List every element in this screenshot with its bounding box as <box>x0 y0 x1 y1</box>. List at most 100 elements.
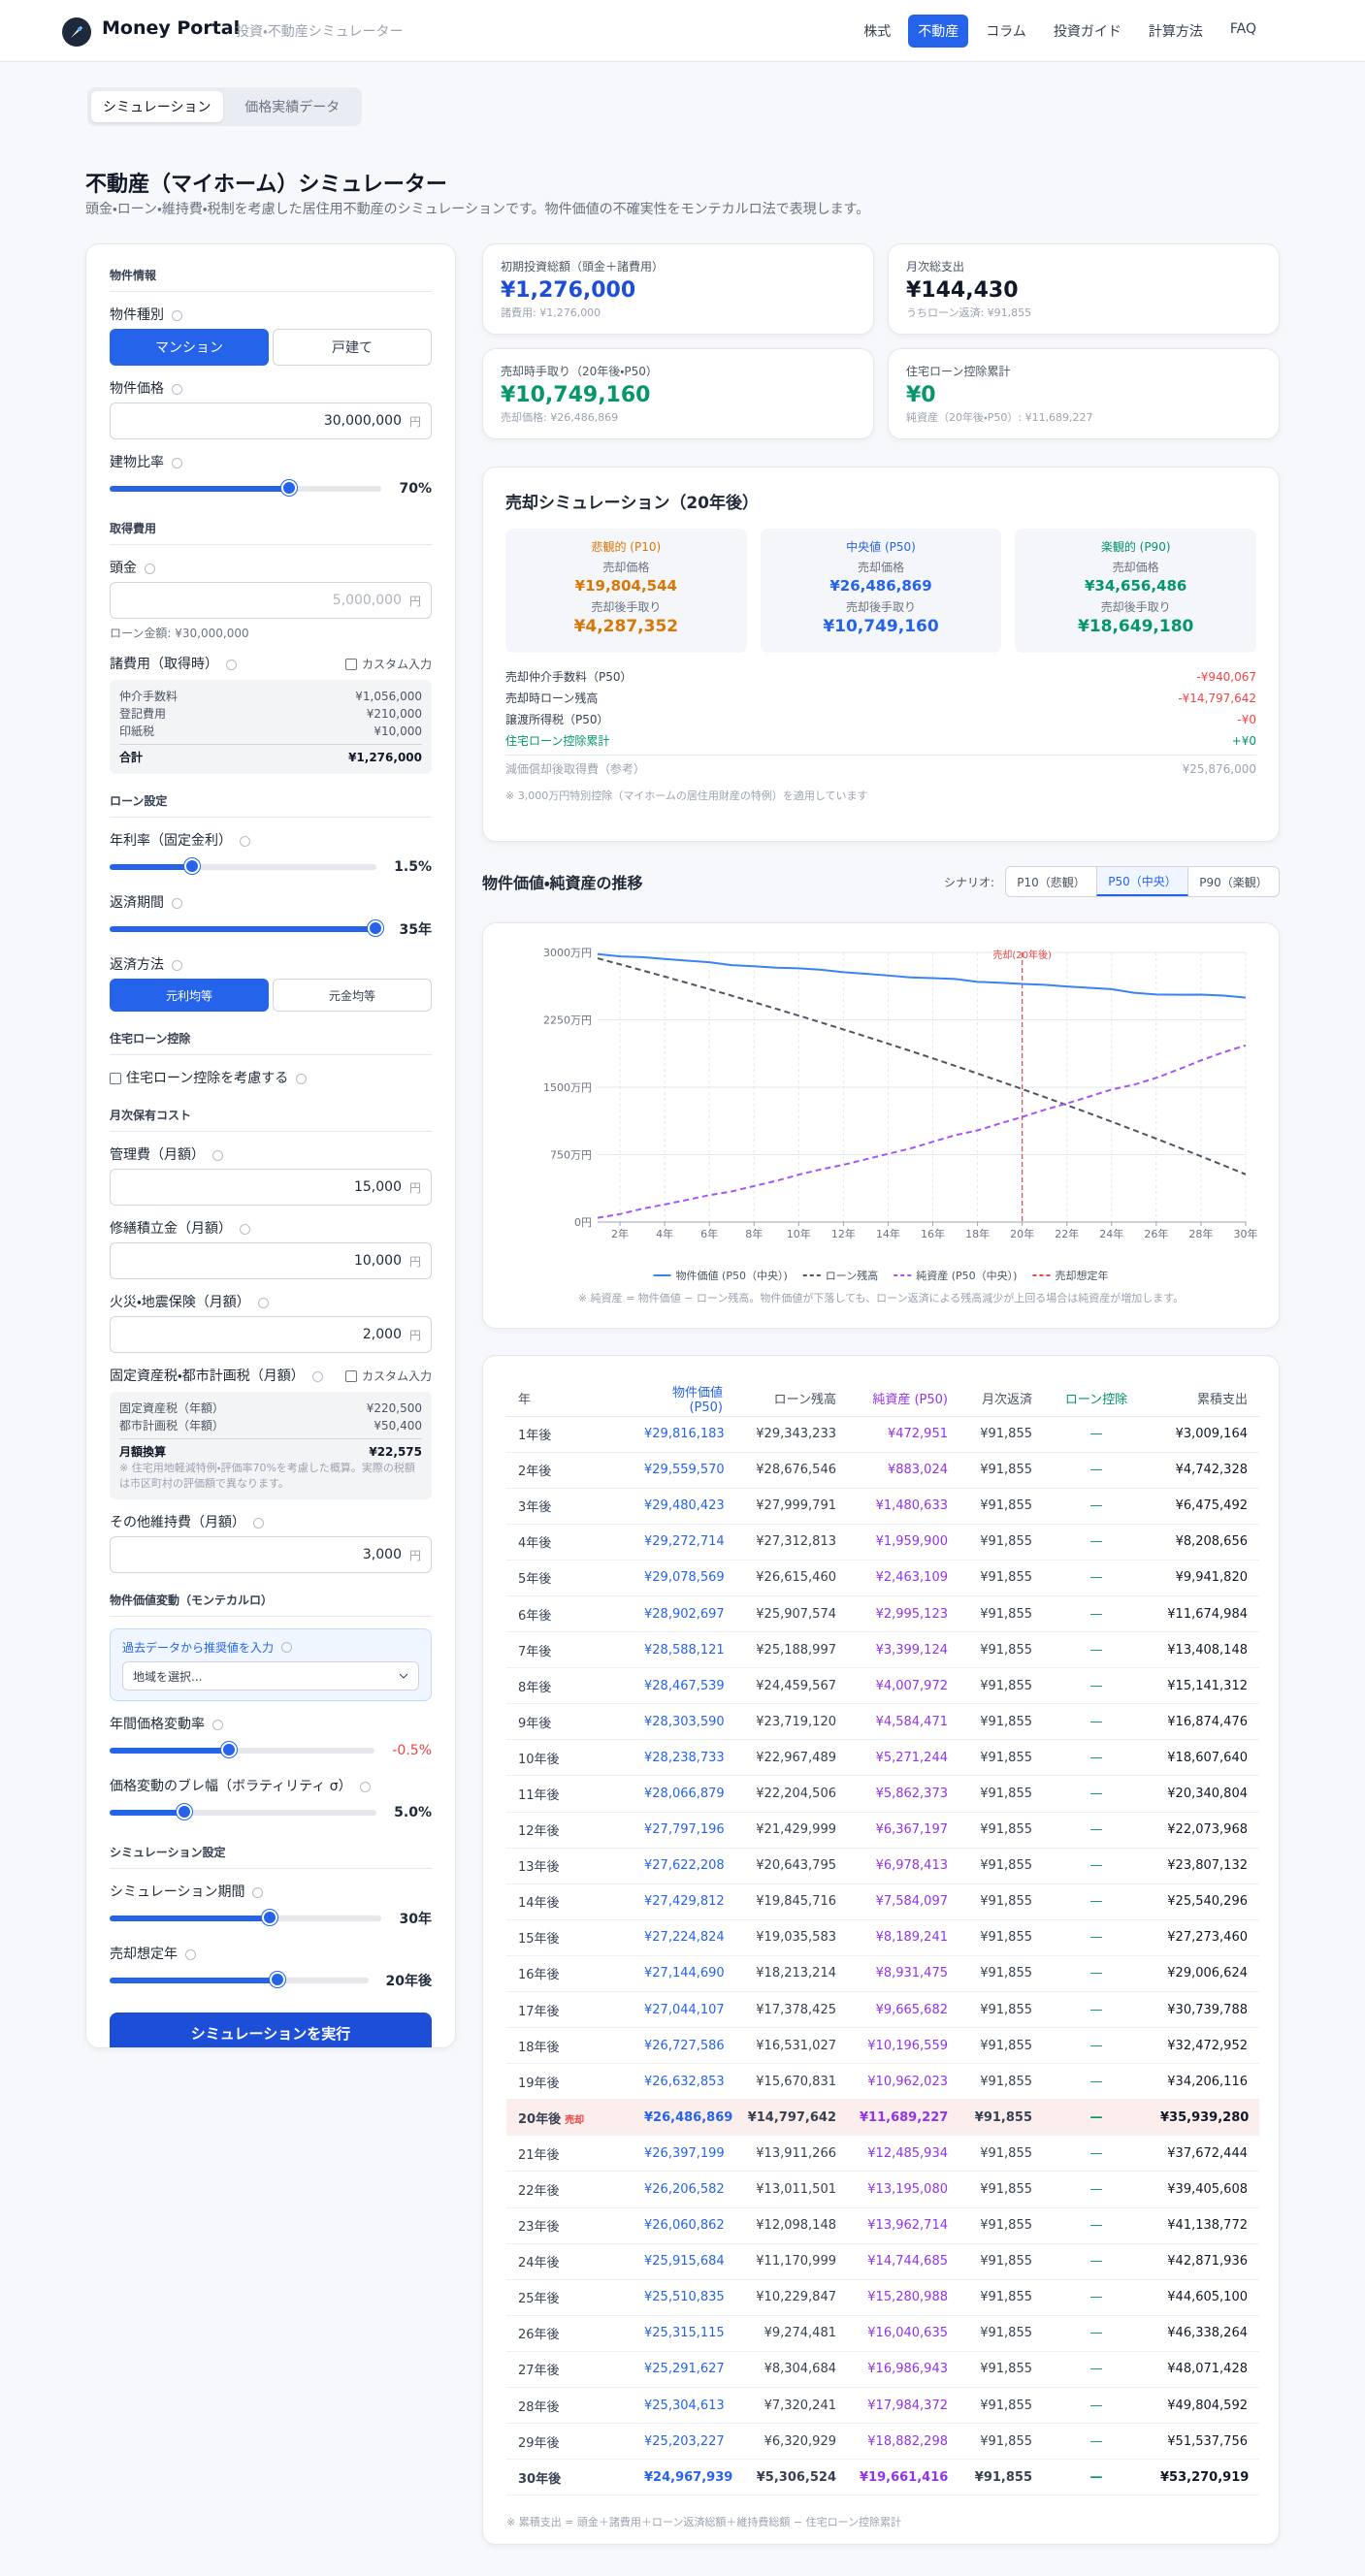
cell-text: ¥18,882,298 <box>867 2433 948 2449</box>
nav-link[interactable]: 計算方法 <box>1148 24 1203 40</box>
table-cell: ¥15,141,312 <box>1149 1667 1259 1705</box>
table-cell: ¥8,931,475 <box>848 1955 959 1993</box>
text-input[interactable]: 30,000,000 円 <box>110 402 432 439</box>
cell-text: — <box>1089 1894 1103 1910</box>
table-row: 5年後 ¥29,078,569 ¥26,615,460 ¥2,463,109 ¥91,8… <box>506 1560 1259 1596</box>
cell-text: ¥28,588,121 <box>644 1642 725 1658</box>
table-cell: ¥8,304,684 <box>734 2351 848 2389</box>
table-cell: 13年後 <box>506 1848 633 1884</box>
scenario-button[interactable]: P90（楽観） <box>1199 875 1268 889</box>
table-row: 23年後 ¥26,060,862 ¥12,098,148 ¥13,962,714 ¥91… <box>506 2207 1259 2244</box>
table-cell: ¥24,967,939 <box>633 2459 734 2496</box>
tab[interactable]: シミュレーション <box>91 91 223 122</box>
track[interactable] <box>110 1972 369 1987</box>
table-cell: ¥7,320,241 <box>734 2387 848 2425</box>
sale-row-value: -¥0 <box>1237 713 1256 726</box>
section-title: 月次保有コスト <box>110 1108 432 1132</box>
text-input[interactable]: 2,000 円 <box>110 1316 432 1353</box>
cell-text: ¥4,007,972 <box>875 1678 948 1693</box>
track[interactable] <box>110 1742 375 1757</box>
x-tick-label: 26年 <box>1144 1227 1168 1240</box>
nav-link[interactable]: 不動産 <box>908 15 969 48</box>
table-row: 18年後 ¥26,727,586 ¥16,531,027 ¥10,196,559 ¥91… <box>506 2027 1259 2065</box>
slider-row: 70% <box>110 476 432 501</box>
cell-text: ¥8,189,241 <box>875 1930 948 1946</box>
span: 30,000,000 <box>323 413 402 429</box>
option-button[interactable]: マンション <box>110 329 269 366</box>
cell-text: ¥28,066,879 <box>644 1786 725 1801</box>
sale-note: ※ 3,000万円特別控除（マイホームの居住用財産の特例）を適用しています <box>505 789 868 802</box>
table-cell: ¥28,467,539 <box>633 1667 734 1705</box>
track[interactable] <box>110 1910 381 1925</box>
table-cell: ¥26,206,582 <box>633 2171 734 2208</box>
nav-link[interactable]: コラム <box>986 24 1026 40</box>
section-title: 物件情報 <box>110 268 432 292</box>
option-button[interactable]: 戸建て <box>273 329 432 366</box>
table-cell: ¥27,044,107 <box>633 1991 734 2029</box>
table-cell: ¥4,742,328 <box>1149 1452 1259 1489</box>
nav-link[interactable]: 株式 <box>863 24 892 40</box>
table-cell: ¥49,804,592 <box>1149 2387 1259 2425</box>
fill <box>110 1748 230 1754</box>
track[interactable] <box>110 1804 377 1819</box>
table-row: 8年後 ¥28,467,539 ¥24,459,567 ¥4,007,972 ¥91,8… <box>506 1667 1259 1705</box>
table-cell: ¥6,475,492 <box>1149 1488 1259 1525</box>
span: 住宅ローン控除を考慮する <box>126 1071 289 1086</box>
table-row: 27年後 ¥25,291,627 ¥8,304,684 ¥16,986,943 ¥91,… <box>506 2351 1259 2389</box>
span: 3,000 <box>362 1547 402 1562</box>
unit: 円 <box>408 1328 421 1342</box>
scenario-button[interactable]: P50（中央） <box>1096 867 1188 896</box>
nav-link[interactable]: FAQ <box>1229 21 1256 37</box>
tab[interactable]: 価格実績データ <box>244 100 341 115</box>
column-header: 純資産 (P50) <box>848 1381 959 1417</box>
cell-text: ¥29,816,183 <box>644 1427 725 1442</box>
option-button[interactable]: 元金均等 <box>273 979 432 1012</box>
cell-text: ¥15,141,312 <box>1167 1678 1248 1693</box>
option-button[interactable]: 元利均等 <box>110 979 269 1012</box>
cell-text: ¥29,078,569 <box>644 1570 725 1586</box>
cell-text: ¥29,343,233 <box>756 1427 836 1442</box>
nav-link[interactable]: 投資ガイド <box>1053 24 1121 40</box>
table-cell: — <box>1044 1452 1149 1489</box>
span: 火災・地震保険（月額） <box>110 1295 250 1310</box>
track[interactable] <box>110 480 381 496</box>
cell-text: ¥49,804,592 <box>1167 2398 1248 2413</box>
cell-text: ¥13,408,148 <box>1167 1642 1248 1658</box>
sale-marker-label: 売却(20年後) <box>992 949 1052 961</box>
cell-text: 30年後 <box>518 2471 562 2487</box>
table-cell: — <box>1044 1884 1149 1920</box>
sv: 30年 <box>399 1912 432 1927</box>
scenario-button[interactable]: P10（悲観） <box>1017 875 1086 889</box>
cell-text: ¥25,315,115 <box>644 2326 725 2341</box>
cbx[interactable]: カスタム入力 <box>344 1367 432 1386</box>
cbx[interactable]: カスタム入力 <box>344 655 432 674</box>
track[interactable] <box>110 858 377 874</box>
net-label: 売却後手取り <box>846 600 917 614</box>
legend-label: 売却想定年 <box>1055 1269 1108 1282</box>
cell-text: ¥91,855 <box>980 1427 1032 1442</box>
cell-text: ¥91,855 <box>980 1786 1032 1801</box>
checkbox[interactable]: 住宅ローン控除を考慮する <box>110 1069 432 1088</box>
table-cell: ¥25,203,227 <box>633 2423 734 2461</box>
text-input[interactable]: 3,000 円 <box>110 1536 432 1573</box>
track[interactable] <box>110 920 384 936</box>
table-cell: ¥91,855 <box>959 1667 1044 1705</box>
nav: 株式 不動産 コラム 投資ガイド 計算方法 FAQ <box>854 15 1266 48</box>
cell-text: ¥19,845,716 <box>756 1894 836 1910</box>
table-cell: — <box>1044 1416 1149 1453</box>
text-input[interactable]: 15,000 円 <box>110 1169 432 1206</box>
run-button[interactable]: シミュレーションを実行 <box>110 2012 432 2047</box>
text-input[interactable]: 5,000,000 円 <box>110 582 432 619</box>
text-input[interactable]: 10,000 円 <box>110 1242 432 1279</box>
slider-row: -0.5% <box>110 1738 432 1763</box>
logo-text[interactable]: Money Portal <box>102 17 241 39</box>
cell-text: ¥91,855 <box>980 1750 1032 1765</box>
cell-text: 11年後 <box>518 1787 560 1803</box>
field-label: 物件種別 <box>110 306 432 325</box>
cell-text: ¥22,967,489 <box>756 1750 836 1765</box>
info <box>240 835 250 847</box>
select[interactable]: 地域を選択... <box>122 1661 419 1690</box>
cell-text: ¥3,009,164 <box>1175 1427 1248 1442</box>
cell-text: ¥20,643,795 <box>756 1858 836 1874</box>
cell-text: ¥29,480,423 <box>644 1498 725 1514</box>
